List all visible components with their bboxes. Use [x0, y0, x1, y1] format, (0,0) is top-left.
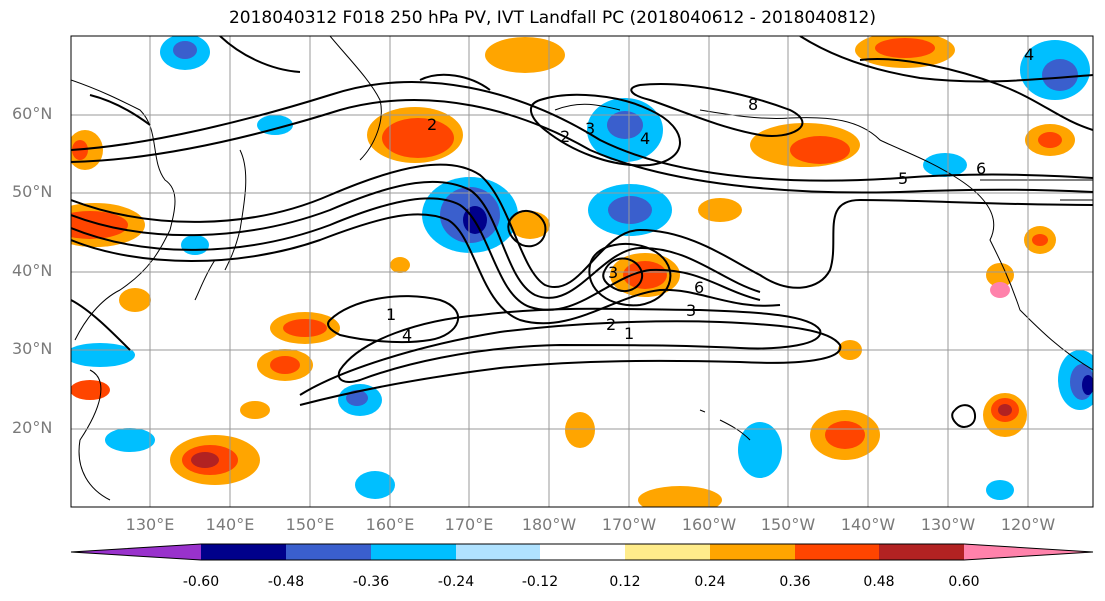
lon-label: 160°E	[365, 515, 415, 534]
lon-label: 140°E	[205, 515, 255, 534]
lon-label: 130°W	[920, 515, 976, 534]
colorbar-tick-label: -0.12	[521, 574, 559, 590]
lon-label: 180°W	[521, 515, 577, 534]
lat-label: 20°N	[12, 418, 53, 437]
contour-label: 3	[585, 119, 595, 138]
colorbar-extend-min	[71, 544, 201, 560]
colorbar-bin	[286, 544, 371, 560]
lon-label: 150°W	[760, 515, 816, 534]
coastlines	[71, 36, 1093, 501]
lon-label: 120°W	[1000, 515, 1056, 534]
contour-labels: 1 2 3 4 5 6 8 2 3 4 6 1 2 3 4	[386, 45, 1034, 345]
colorbar-bin	[456, 544, 540, 560]
colorbar-bin	[371, 544, 456, 560]
map-title: 2018040312 F018 250 hPa PV, IVT Landfall…	[228, 8, 876, 28]
colorbar-extend-max	[964, 544, 1093, 560]
contour-label: 5	[898, 169, 908, 188]
contour-label: 4	[402, 326, 412, 345]
colorbar	[70, 543, 1094, 561]
lat-label: 40°N	[12, 261, 53, 280]
colorbar-tick-label: -0.36	[352, 574, 390, 590]
grid-lines	[71, 36, 1093, 507]
contour-label: 4	[640, 129, 650, 148]
contour-label: 2	[606, 315, 616, 334]
contour-label: 1	[386, 305, 396, 324]
contour-label: 6	[694, 278, 704, 297]
contour-label: 6	[976, 159, 986, 178]
lon-label: 170°W	[601, 515, 657, 534]
contour-label: 4	[1024, 45, 1034, 64]
contour-label: 2	[427, 115, 437, 134]
lon-label: 140°W	[840, 515, 896, 534]
contour-label: 8	[748, 95, 758, 114]
colorbar-bin	[710, 544, 795, 560]
contour-label: 2	[560, 127, 570, 146]
colorbar-tick-label: 0.24	[694, 574, 726, 590]
lon-label: 160°W	[681, 515, 737, 534]
colorbar-tick-label: -0.48	[267, 574, 305, 590]
lon-label: 170°E	[444, 515, 494, 534]
colorbar-tick-label: 0.60	[948, 574, 980, 590]
contour-label: 3	[686, 301, 696, 320]
ivt-contours	[71, 36, 1093, 428]
lat-label: 60°N	[12, 104, 53, 123]
map-frame	[70, 35, 1094, 508]
contour-label: 1	[624, 324, 634, 343]
colorbar-bin	[879, 544, 964, 560]
lat-label: 50°N	[12, 182, 53, 201]
colorbar-bin	[540, 544, 625, 560]
colorbar-tick-label: -0.24	[437, 574, 475, 590]
lat-label: 30°N	[12, 339, 53, 358]
colorbar-bin	[201, 544, 286, 560]
colorbar-tick-label: 0.48	[863, 574, 895, 590]
colorbar-bin	[625, 544, 710, 560]
lon-label: 130°E	[125, 515, 175, 534]
contour-label: 3	[608, 263, 618, 282]
colorbar-tick-label: -0.60	[182, 574, 220, 590]
colorbar-bin	[795, 544, 879, 560]
lon-label: 150°E	[285, 515, 335, 534]
colorbar-tick-label: 0.12	[609, 574, 641, 590]
colorbar-tick-label: 0.36	[779, 574, 811, 590]
